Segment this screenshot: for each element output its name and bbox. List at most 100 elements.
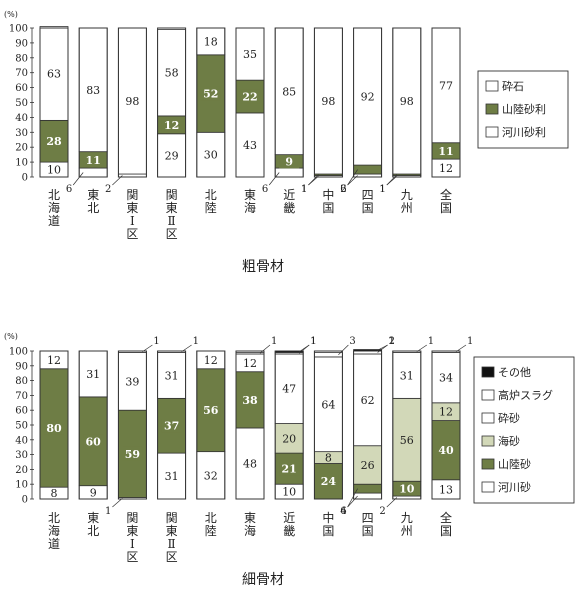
bar-0: 10 28 63 bbox=[39, 26, 69, 178]
category-label: 東 bbox=[244, 511, 256, 525]
bar-frame bbox=[392, 350, 422, 500]
category-label: 東 bbox=[166, 524, 178, 538]
bar-segment bbox=[157, 352, 187, 399]
legend-label: 山陸砂 bbox=[498, 458, 531, 471]
data-label: 12 bbox=[439, 162, 453, 175]
label-backdrop bbox=[318, 474, 339, 489]
category-label: 中 bbox=[322, 510, 334, 525]
data-label: 1 bbox=[379, 184, 385, 195]
bar-10: 12 11 77 bbox=[431, 27, 461, 178]
data-label: 9 bbox=[90, 486, 97, 499]
legend-box bbox=[473, 356, 575, 504]
data-label: 63 bbox=[47, 67, 61, 80]
category-label: 北 bbox=[87, 201, 99, 215]
data-label: 1 bbox=[301, 184, 307, 195]
leader-line bbox=[259, 344, 271, 354]
category-label: 州 bbox=[401, 201, 413, 215]
data-label: 56 bbox=[400, 434, 414, 447]
legend-swatch bbox=[481, 435, 495, 447]
y-tick-label: 40 bbox=[15, 113, 28, 124]
data-label: 10 bbox=[399, 483, 415, 496]
bar-frame bbox=[313, 350, 343, 500]
data-label: 31 bbox=[165, 369, 179, 382]
data-label: 10 bbox=[47, 164, 61, 177]
label-backdrop bbox=[279, 154, 300, 169]
legend-swatch bbox=[485, 80, 499, 92]
category-label: 四 bbox=[362, 188, 374, 202]
data-label: 4 bbox=[340, 506, 346, 517]
data-label: 11 bbox=[438, 145, 453, 158]
data-label: 35 bbox=[243, 48, 257, 61]
data-label: 1 bbox=[389, 336, 395, 347]
data-label: 58 bbox=[165, 67, 179, 80]
y-tick-label: 10 bbox=[15, 158, 28, 169]
label-backdrop bbox=[44, 420, 64, 435]
data-label: 56 bbox=[203, 404, 219, 417]
legend-swatch bbox=[481, 366, 495, 378]
chart-title: 粗骨材 bbox=[242, 259, 284, 275]
category-label: 関 bbox=[126, 188, 138, 202]
leader-line bbox=[308, 174, 319, 186]
leader-line bbox=[377, 344, 388, 351]
category-label: 区 bbox=[126, 550, 138, 564]
legend-swatch bbox=[481, 389, 495, 401]
data-label: 1 bbox=[310, 336, 316, 347]
data-label: 80 bbox=[46, 422, 62, 435]
label-backdrop bbox=[83, 434, 104, 449]
label-backdrop bbox=[83, 152, 104, 167]
data-label: 32 bbox=[204, 469, 218, 482]
legend-label: 山陸砂利 bbox=[502, 103, 546, 116]
bar-6: 6 9 85 bbox=[262, 27, 304, 195]
bar-frame bbox=[353, 350, 383, 500]
leader-line bbox=[347, 488, 358, 508]
bar-segment bbox=[157, 452, 187, 500]
bar-4: 32 56 12 bbox=[196, 350, 226, 500]
bar-segment bbox=[353, 27, 383, 166]
data-label: 43 bbox=[243, 139, 257, 152]
category-label: 北 bbox=[87, 524, 99, 538]
label-backdrop bbox=[279, 461, 300, 476]
label-backdrop bbox=[436, 443, 456, 458]
category-label: 東 bbox=[126, 524, 138, 538]
data-label: 30 bbox=[204, 149, 218, 162]
data-label: 59 bbox=[125, 448, 140, 461]
category-label: 四 bbox=[362, 511, 374, 525]
y-tick-label: 0 bbox=[22, 173, 28, 184]
data-label: 20 bbox=[282, 432, 296, 445]
category-label: 近 bbox=[283, 511, 295, 525]
legend-swatch bbox=[485, 126, 499, 138]
bar-frame bbox=[353, 27, 383, 178]
chart-title: 細骨材 bbox=[242, 572, 284, 588]
category-label: 国 bbox=[440, 201, 452, 215]
category-label: 区 bbox=[166, 227, 178, 241]
category-label: 東 bbox=[126, 201, 138, 215]
bar-frame bbox=[39, 350, 69, 500]
bar-6: 10 21 20 47 1 1 bbox=[274, 336, 317, 500]
bar-segment bbox=[353, 164, 383, 175]
y-tick-label: 100 bbox=[9, 24, 28, 35]
data-label: 2 bbox=[340, 184, 346, 195]
bar-frame bbox=[274, 27, 304, 178]
label-backdrop bbox=[44, 134, 64, 149]
data-label: 3 bbox=[349, 336, 355, 347]
category-label: 九 bbox=[401, 511, 413, 525]
data-label: 31 bbox=[400, 369, 414, 382]
bar-frame bbox=[235, 27, 265, 178]
data-label: 34 bbox=[439, 372, 453, 385]
legend-label: 河川砂 bbox=[498, 481, 531, 494]
data-label: 31 bbox=[86, 368, 100, 381]
label-backdrop bbox=[240, 392, 260, 407]
bar-segment bbox=[78, 167, 108, 178]
category-label: 国 bbox=[362, 201, 374, 215]
bar-3: 31 37 31 1 bbox=[157, 336, 199, 500]
y-tick-label: 30 bbox=[15, 450, 28, 461]
y-tick-label: 90 bbox=[15, 38, 28, 49]
bar-segment bbox=[235, 27, 265, 81]
data-label: 22 bbox=[242, 91, 257, 104]
chart-1: (%)0102030405060708090100102863北海道61183東… bbox=[4, 10, 569, 275]
y-tick-label: 80 bbox=[15, 376, 28, 387]
bar-1: 6 11 83 bbox=[66, 27, 108, 195]
bar-segment bbox=[313, 352, 343, 358]
leader-line bbox=[268, 172, 280, 186]
